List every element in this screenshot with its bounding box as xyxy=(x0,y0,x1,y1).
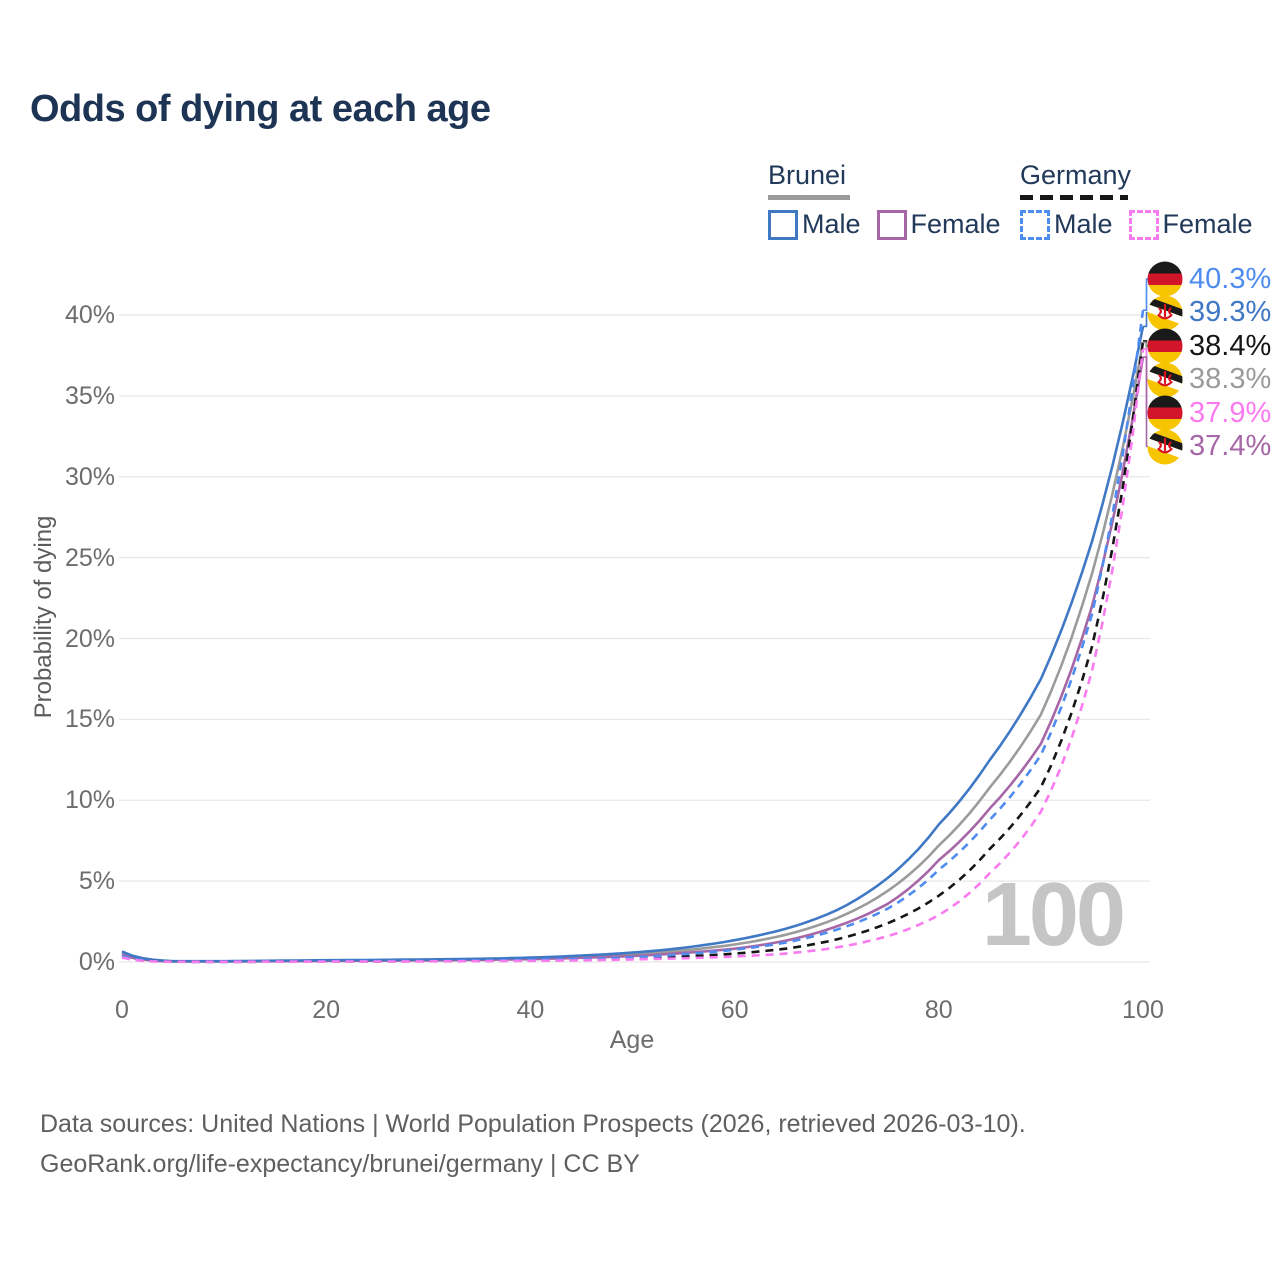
footer-data-sources: Data sources: United Nations | World Pop… xyxy=(40,1110,1026,1138)
end-label-brunei-female: 37.4% xyxy=(1147,429,1271,465)
germany-flag-icon xyxy=(1147,261,1183,297)
brunei-flag-icon xyxy=(1147,295,1183,330)
brunei-solid-line-sample xyxy=(768,195,850,200)
legend-label: Female xyxy=(910,209,1001,239)
brunei-flag-icon xyxy=(1147,362,1183,397)
series-line-brunei-male xyxy=(121,326,1145,963)
end-value: 37.4% xyxy=(1189,430,1272,462)
y-tick-label: 5% xyxy=(78,867,115,896)
x-tick-label: 0 xyxy=(115,996,129,1024)
legend-group-brunei: Brunei Male Female xyxy=(768,160,1001,240)
series-line-brunei-female xyxy=(121,356,1145,963)
legend-item-germany-female[interactable]: Female xyxy=(1128,209,1253,240)
y-tick-label: 30% xyxy=(64,462,115,491)
y-tick-label: 10% xyxy=(64,786,115,815)
footer: Data sources: United Nations | World Pop… xyxy=(40,1104,1026,1184)
x-tick-label: 20 xyxy=(312,996,341,1024)
end-label-brunei-male: 39.3% xyxy=(1147,295,1271,331)
brunei-male-swatch-icon xyxy=(768,209,798,240)
x-tick-label: 100 xyxy=(1122,996,1164,1024)
end-label-germany-overall: 38.4% xyxy=(1147,328,1271,364)
germany-flag-icon xyxy=(1147,395,1183,431)
end-label-brunei-overall: 38.3% xyxy=(1147,362,1271,398)
y-tick-label: 35% xyxy=(64,381,115,410)
x-tick-label: 60 xyxy=(720,996,749,1024)
y-tick-label: 25% xyxy=(64,543,115,572)
end-value: 39.3% xyxy=(1189,296,1272,328)
end-label-germany-female: 37.9% xyxy=(1147,395,1271,431)
series-line-germany-male xyxy=(121,310,1145,964)
legend-group-germany: Germany Male Female xyxy=(1020,160,1253,240)
legend-item-germany-male[interactable]: Male xyxy=(1020,209,1113,240)
germany-male-swatch-icon xyxy=(1020,209,1050,240)
legend-label: Male xyxy=(1054,209,1113,239)
age-counter-watermark: 100 xyxy=(981,865,1126,965)
brunei-female-swatch-icon xyxy=(876,209,907,240)
end-label-germany-male: 40.3% xyxy=(1147,261,1271,297)
legend-item-brunei-male[interactable]: Male xyxy=(768,209,861,240)
legend-country-germany: Germany xyxy=(1020,160,1132,190)
footer-attribution: GeoRank.org/life-expectancy/brunei/germa… xyxy=(40,1150,640,1178)
germany-flag-icon xyxy=(1147,328,1183,364)
end-value: 38.4% xyxy=(1189,329,1272,362)
series-line-germany-overall xyxy=(121,340,1145,964)
y-tick-label: 0% xyxy=(78,948,115,976)
y-tick-label: 20% xyxy=(64,624,115,653)
x-axis-title: Age xyxy=(609,1026,655,1054)
x-tick-label: 40 xyxy=(516,996,545,1024)
x-tick-label: 80 xyxy=(924,996,953,1024)
end-value: 40.3% xyxy=(1189,262,1272,295)
brunei-flag-icon xyxy=(1147,429,1183,464)
legend-label: Male xyxy=(802,209,861,239)
legend-label: Female xyxy=(1162,209,1253,239)
y-tick-label: 15% xyxy=(64,705,115,734)
series-line-brunei-overall xyxy=(121,342,1145,963)
y-tick-label: 40% xyxy=(64,301,115,330)
end-value: 38.3% xyxy=(1189,363,1272,395)
germany-dashed-line-sample xyxy=(1020,195,1128,200)
legend-country-brunei: Brunei xyxy=(768,160,847,190)
legend-item-brunei-female[interactable]: Female xyxy=(876,209,1001,240)
germany-female-swatch-icon xyxy=(1128,209,1159,240)
series-line-germany-female xyxy=(121,348,1145,964)
end-value: 37.9% xyxy=(1189,396,1272,429)
page-title: Odds of dying at each age xyxy=(30,88,491,130)
